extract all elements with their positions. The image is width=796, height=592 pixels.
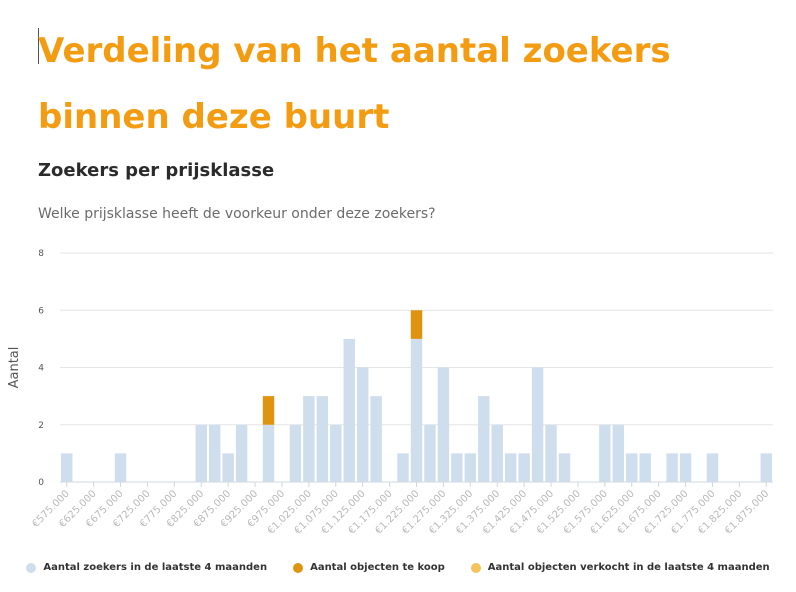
bar-searchers	[303, 396, 315, 482]
legend-dot-for-sale-icon	[293, 562, 304, 573]
bar-searchers	[424, 424, 436, 482]
legend-label-sold: Aantal objecten verkocht in de laatste 4…	[487, 562, 770, 573]
bar-searchers	[639, 453, 651, 482]
bar-searchers	[760, 453, 772, 482]
page-title: Verdeling van het aantal zoekers binnen …	[38, 31, 671, 137]
legend-dot-searchers-icon	[26, 562, 37, 573]
bar-searchers	[612, 424, 625, 482]
bar-searchers	[356, 367, 369, 482]
bar-searchers	[666, 453, 678, 482]
bar-for-sale	[262, 396, 275, 425]
bar-searchers	[626, 453, 638, 482]
bar-searchers	[235, 424, 248, 482]
y-tick-label: 4	[38, 364, 44, 374]
bar-searchers	[114, 453, 127, 482]
bar-searchers	[61, 453, 73, 482]
bar-searchers	[195, 424, 207, 482]
y-tick-label: 0	[38, 478, 44, 488]
bar-searchers	[518, 453, 530, 482]
bar-searchers	[397, 453, 409, 482]
bar-searchers	[316, 396, 329, 482]
bar-chart: 02468Aantal€575.000€625.000€675.000€725.…	[7, 249, 773, 537]
bar-searchers	[343, 338, 355, 482]
bar-searchers	[504, 453, 517, 482]
bar-searchers	[451, 453, 463, 482]
y-tick-label: 6	[38, 306, 44, 316]
bar-searchers	[370, 396, 382, 482]
bar-searchers	[531, 367, 544, 482]
legend-label-searchers: Aantal zoekers in de laatste 4 maanden	[43, 562, 268, 573]
bar-searchers	[410, 338, 423, 482]
bar-searchers	[706, 453, 719, 482]
bar-searchers	[437, 367, 450, 482]
y-tick-label: 2	[38, 421, 44, 431]
bar-searchers	[289, 424, 302, 482]
bar-searchers	[464, 453, 477, 482]
bar-searchers	[558, 453, 571, 482]
bar-searchers	[491, 424, 503, 482]
bar-searchers	[679, 453, 692, 482]
bar-searchers	[222, 453, 234, 482]
legend-item-sold[interactable]: Aantal objecten verkocht in de laatste 4…	[470, 562, 770, 573]
legend-item-for-sale[interactable]: Aantal objecten te koop	[293, 562, 445, 573]
bar-searchers	[208, 424, 221, 482]
chart-section-title: Zoekers per prijsklasse	[38, 160, 275, 181]
legend-item-searchers[interactable]: Aantal zoekers in de laatste 4 maanden	[26, 562, 267, 573]
text-cursor	[38, 28, 39, 64]
bar-searchers	[599, 424, 611, 482]
chart-question: Welke prijsklasse heeft de voorkeur onde…	[38, 206, 436, 222]
legend-label-for-sale: Aantal objecten te koop	[310, 562, 445, 573]
bar-searchers	[330, 424, 342, 482]
bar-searchers	[262, 424, 275, 482]
bar-searchers	[545, 424, 557, 482]
y-axis-label: Aantal	[7, 347, 22, 389]
legend-dot-sold-icon	[470, 562, 481, 573]
bar-searchers	[478, 396, 490, 482]
y-tick-label: 8	[38, 249, 44, 259]
bar-for-sale	[410, 310, 423, 339]
chart-legend: Aantal zoekers in de laatste 4 maanden A…	[0, 562, 796, 573]
